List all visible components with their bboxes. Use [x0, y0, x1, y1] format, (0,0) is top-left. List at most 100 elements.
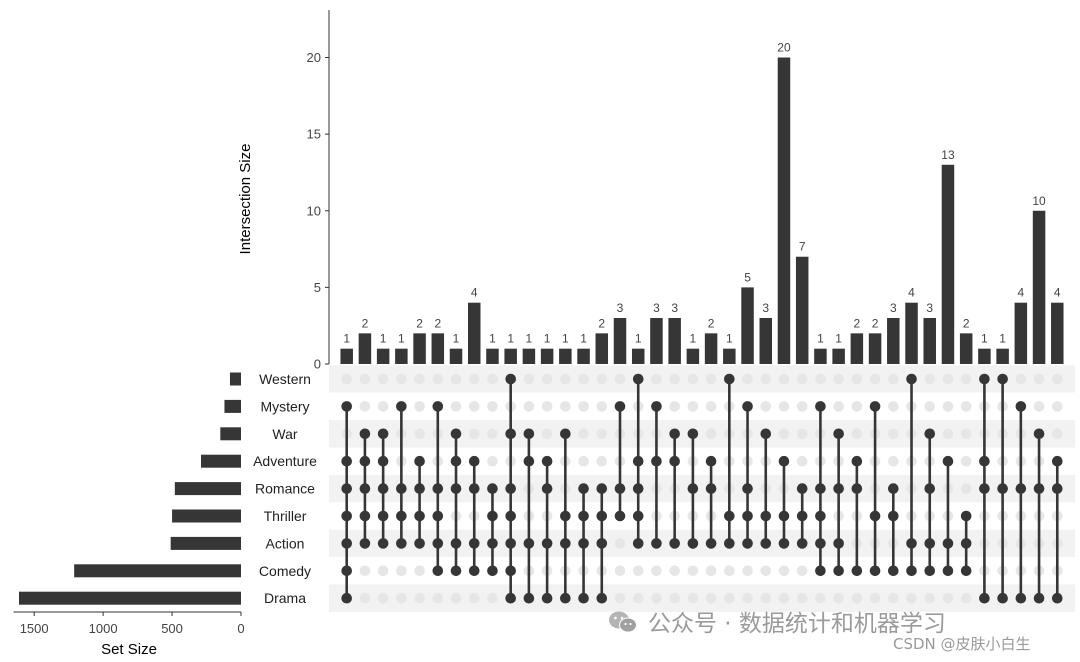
- matrix-dot-active: [359, 428, 371, 440]
- matrix-dot-active: [796, 510, 808, 522]
- matrix-dot-inactive: [651, 373, 662, 385]
- intersection-value-label: 1: [999, 332, 1006, 346]
- matrix-dot-inactive: [377, 401, 389, 412]
- matrix-dot-active: [487, 565, 498, 577]
- matrix-dot-active: [669, 455, 680, 467]
- matrix-dot-inactive: [796, 455, 808, 467]
- matrix-dot-inactive: [523, 373, 535, 385]
- intersection-value-label: 1: [343, 332, 350, 346]
- matrix-dot-inactive: [468, 401, 480, 412]
- matrix-dot-active: [450, 428, 462, 440]
- matrix-dot-active: [979, 592, 990, 604]
- matrix-dot-active: [523, 455, 535, 467]
- matrix-dot-inactive: [487, 592, 498, 604]
- set-size-bar: [172, 509, 241, 523]
- matrix-dot-inactive: [760, 565, 772, 577]
- matrix-dot-inactive: [669, 565, 680, 577]
- matrix-dot-active: [942, 538, 954, 549]
- matrix-dot-active: [523, 428, 535, 440]
- matrix-dot-active: [414, 538, 425, 549]
- matrix-dot-inactive: [705, 592, 717, 604]
- set-label: Romance: [255, 481, 315, 497]
- matrix-dot-inactive: [468, 373, 480, 385]
- matrix-dot-inactive: [705, 428, 717, 440]
- matrix-dot-active: [578, 510, 589, 522]
- set-label: Western: [259, 371, 311, 387]
- matrix-dot-active: [432, 565, 444, 577]
- matrix-dot-active: [377, 538, 389, 549]
- matrix-dot-inactive: [487, 401, 498, 412]
- matrix-dot-inactive: [523, 401, 535, 412]
- matrix-dot-inactive: [942, 592, 954, 604]
- matrix-dot-active: [1033, 592, 1045, 604]
- set-size-tick-label: 1000: [89, 621, 118, 636]
- matrix-dot-inactive: [724, 565, 735, 577]
- matrix-dot-active: [632, 538, 644, 549]
- matrix-dot-active: [1051, 592, 1063, 604]
- set-label: Mystery: [261, 398, 310, 414]
- matrix-dot-active: [396, 538, 407, 549]
- intersection-bar: [959, 333, 973, 364]
- intersection-bar: [631, 348, 645, 364]
- intersection-bar: [395, 348, 408, 364]
- matrix-dot-inactive: [796, 428, 808, 440]
- matrix-dot-active: [341, 538, 353, 549]
- matrix-dot-active: [432, 483, 444, 494]
- matrix-dot-inactive: [341, 373, 353, 385]
- matrix-dot-inactive: [942, 401, 954, 412]
- matrix-dot-active: [1015, 401, 1027, 412]
- intersection-value-label: 2: [708, 316, 715, 330]
- matrix-dot-inactive: [414, 373, 425, 385]
- matrix-dot-inactive: [596, 455, 608, 467]
- intersection-bar: [540, 348, 554, 364]
- matrix-dot-inactive: [669, 401, 680, 412]
- matrix-dot-active: [1015, 483, 1027, 494]
- matrix-dot-inactive: [796, 565, 808, 577]
- matrix-dot-active: [815, 538, 826, 549]
- intersection-bar: [741, 287, 754, 364]
- matrix-dot-inactive: [778, 401, 790, 412]
- set-label: Thriller: [264, 508, 307, 524]
- intersection-bar: [887, 318, 900, 364]
- matrix-dot-active: [669, 538, 680, 549]
- matrix-dot-active: [341, 401, 353, 412]
- matrix-dot-inactive: [760, 373, 772, 385]
- matrix-dot-inactive: [414, 592, 425, 604]
- matrix-dot-inactive: [924, 401, 936, 412]
- matrix-dot-active: [796, 483, 808, 494]
- matrix-dot-inactive: [578, 401, 589, 412]
- matrix-dot-active: [341, 483, 353, 494]
- matrix-dot-inactive: [1015, 373, 1027, 385]
- matrix-dot-active: [560, 510, 571, 522]
- y-tick-label: 0: [314, 357, 321, 372]
- matrix-dot-active: [669, 428, 680, 440]
- set-size-tick-label: 1500: [20, 621, 49, 636]
- matrix-dot-inactive: [468, 428, 480, 440]
- watermark-credit: CSDN @皮肤小白生: [893, 635, 1031, 653]
- intersection-value-label: 3: [926, 301, 933, 315]
- matrix-dot-inactive: [778, 565, 790, 577]
- intersection-bar: [686, 348, 700, 364]
- intersection-value-label: 4: [1017, 286, 1024, 300]
- intersection-value-label: 1: [453, 332, 460, 346]
- matrix-dot-active: [888, 483, 899, 494]
- matrix-dot-inactive: [396, 373, 407, 385]
- matrix-dot-inactive: [796, 401, 808, 412]
- intersection-bar: [868, 333, 882, 364]
- matrix-dot-inactive: [687, 373, 699, 385]
- intersection-value-label: 1: [507, 332, 514, 346]
- matrix-dot-active: [359, 483, 371, 494]
- matrix-dot-inactive: [851, 428, 863, 440]
- matrix-dot-active: [815, 483, 826, 494]
- matrix-dot-active: [1051, 483, 1063, 494]
- matrix-dot-active: [724, 510, 735, 522]
- intersection-bar: [595, 333, 609, 364]
- matrix-dot-inactive: [541, 401, 553, 412]
- intersection-bar: [431, 333, 445, 364]
- matrix-dot-active: [760, 538, 772, 549]
- matrix-dot-active: [1015, 592, 1027, 604]
- matrix-dot-active: [505, 428, 516, 440]
- matrix-dot-active: [396, 510, 407, 522]
- intersection-bar: [449, 348, 463, 364]
- intersection-bar: [486, 348, 499, 364]
